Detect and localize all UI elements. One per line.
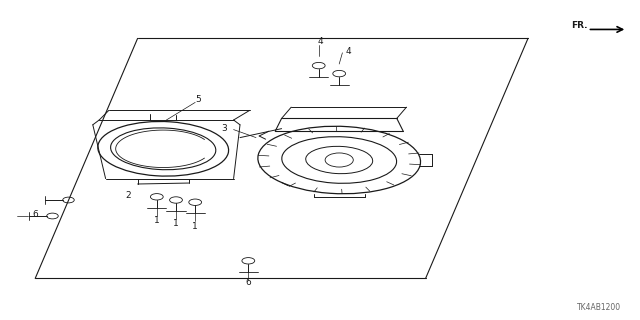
Text: 6: 6 <box>33 210 38 219</box>
Text: 4: 4 <box>346 47 351 56</box>
Text: 1: 1 <box>193 222 198 231</box>
Text: 4: 4 <box>317 37 323 46</box>
Text: 5: 5 <box>196 95 201 104</box>
Text: 1: 1 <box>173 220 179 228</box>
Text: 1: 1 <box>154 216 159 225</box>
Text: 6: 6 <box>246 278 251 287</box>
Text: TK4AB1200: TK4AB1200 <box>577 303 621 312</box>
Text: FR.: FR. <box>571 21 588 30</box>
Text: 2: 2 <box>125 191 131 200</box>
Text: 3: 3 <box>221 124 227 133</box>
